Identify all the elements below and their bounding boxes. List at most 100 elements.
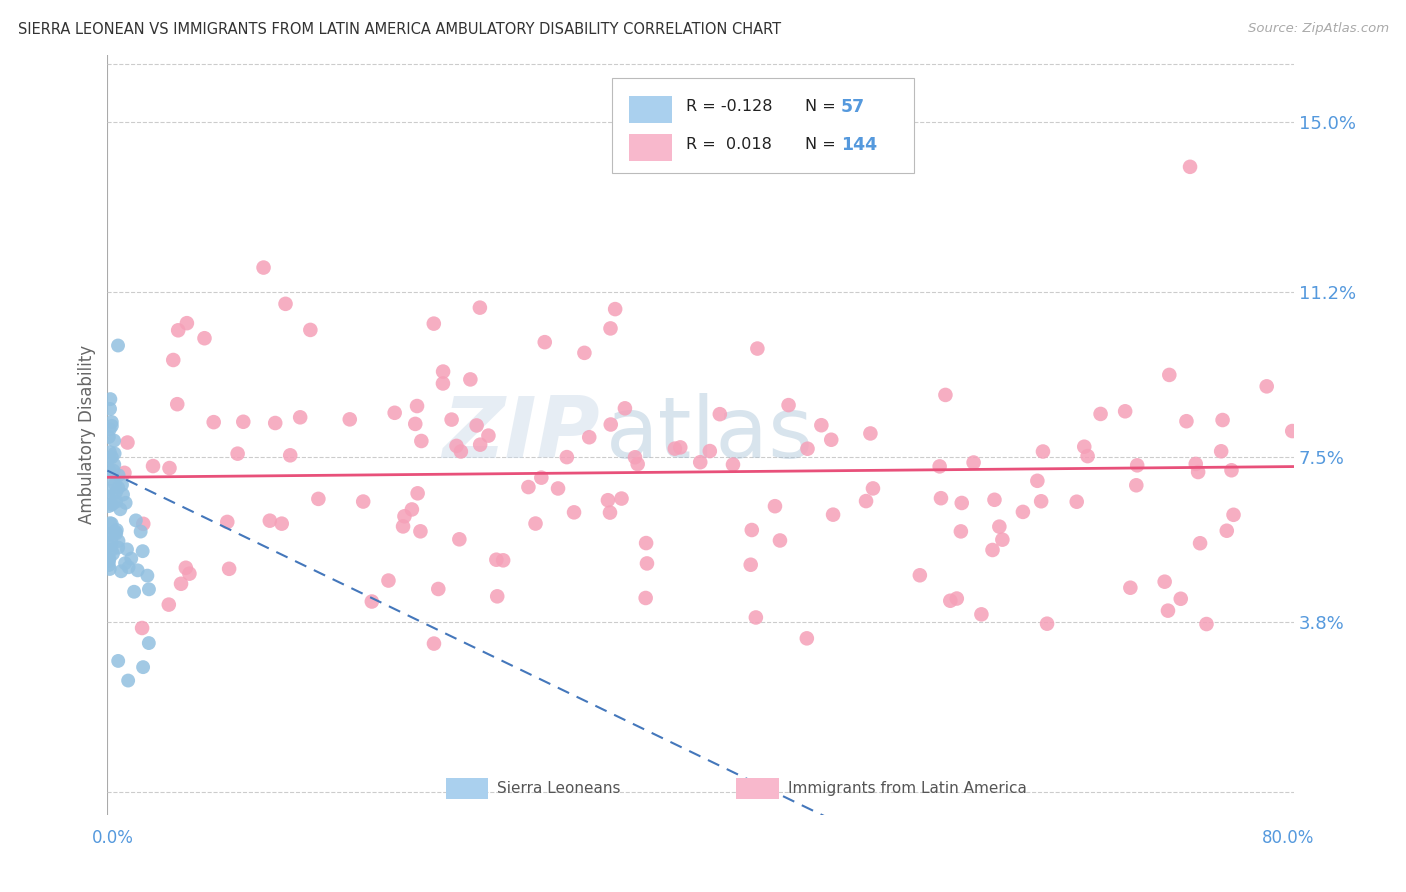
Point — [226, 447, 249, 461]
Point — [470, 437, 492, 451]
Point — [120, 551, 142, 566]
Point — [217, 515, 239, 529]
Point — [810, 418, 832, 433]
Point — [105, 523, 128, 537]
Point — [103, 464, 125, 478]
Point — [634, 591, 657, 605]
Point — [125, 513, 148, 527]
Point — [929, 491, 952, 506]
Point — [97, 430, 120, 444]
Text: Source: ZipAtlas.com: Source: ZipAtlas.com — [1249, 22, 1389, 36]
Point — [127, 563, 149, 577]
Point — [179, 566, 201, 581]
Text: R =  0.018: R = 0.018 — [686, 137, 772, 153]
Point — [104, 477, 127, 491]
Text: 57: 57 — [841, 98, 865, 116]
FancyBboxPatch shape — [446, 778, 488, 799]
Point — [114, 556, 136, 570]
Point — [763, 499, 786, 513]
Point — [98, 392, 121, 406]
Text: N =: N = — [806, 137, 841, 153]
Point — [486, 590, 509, 604]
Point — [100, 516, 122, 531]
Point — [1175, 414, 1198, 428]
Point — [264, 416, 287, 430]
Point — [1153, 574, 1175, 589]
FancyBboxPatch shape — [630, 134, 672, 161]
Point — [689, 455, 711, 469]
Point — [131, 621, 153, 635]
Point — [605, 302, 627, 317]
Point — [596, 493, 619, 508]
Point — [908, 568, 931, 582]
Point — [101, 418, 124, 433]
FancyBboxPatch shape — [612, 78, 914, 173]
Point — [162, 353, 184, 368]
Point — [778, 398, 800, 412]
Point — [404, 417, 426, 431]
Point — [440, 412, 463, 426]
Point — [1159, 368, 1181, 382]
Text: R = -0.128: R = -0.128 — [686, 99, 773, 114]
Point — [270, 516, 292, 531]
Point — [97, 527, 120, 541]
Text: N =: N = — [806, 99, 841, 114]
Point — [101, 547, 124, 561]
Point — [709, 407, 731, 421]
Point — [299, 323, 322, 337]
Point — [1077, 449, 1099, 463]
Point — [741, 523, 763, 537]
Point — [820, 433, 842, 447]
Point — [599, 417, 621, 432]
Point — [105, 526, 128, 541]
Point — [100, 535, 122, 549]
Point — [218, 562, 240, 576]
Point — [411, 434, 433, 448]
Point — [384, 406, 406, 420]
Point — [636, 536, 658, 550]
Point — [949, 524, 972, 539]
Point — [406, 486, 429, 500]
Point — [288, 410, 311, 425]
Point — [122, 584, 145, 599]
Point — [449, 533, 471, 547]
Point — [409, 524, 432, 539]
Point — [110, 502, 132, 516]
Point — [174, 560, 197, 574]
Point — [202, 415, 225, 429]
Point — [1036, 616, 1059, 631]
Point — [1211, 444, 1233, 458]
Point — [101, 496, 124, 510]
Point — [950, 496, 973, 510]
Point — [131, 544, 153, 558]
Point — [110, 564, 132, 578]
Point — [103, 458, 125, 472]
Point — [159, 461, 181, 475]
Point — [97, 490, 120, 504]
Text: ZIP: ZIP — [441, 393, 600, 476]
Point — [547, 482, 569, 496]
Point — [98, 552, 121, 566]
Point — [747, 342, 769, 356]
Text: Immigrants from Latin America: Immigrants from Latin America — [789, 781, 1028, 797]
Point — [1170, 591, 1192, 606]
Point — [423, 637, 446, 651]
Point — [97, 554, 120, 568]
Point — [981, 543, 1004, 558]
Point — [432, 365, 454, 379]
Point — [1126, 458, 1149, 473]
Point — [477, 428, 499, 442]
Point — [115, 542, 138, 557]
Point — [142, 458, 165, 473]
Point — [946, 591, 969, 606]
Point — [98, 401, 121, 416]
Point — [100, 543, 122, 558]
Point — [1032, 444, 1054, 458]
Point — [1157, 604, 1180, 618]
Point — [465, 418, 488, 433]
Point — [970, 607, 993, 622]
Point — [1114, 404, 1136, 418]
Point — [574, 346, 596, 360]
Point — [170, 576, 193, 591]
Point — [98, 445, 121, 459]
